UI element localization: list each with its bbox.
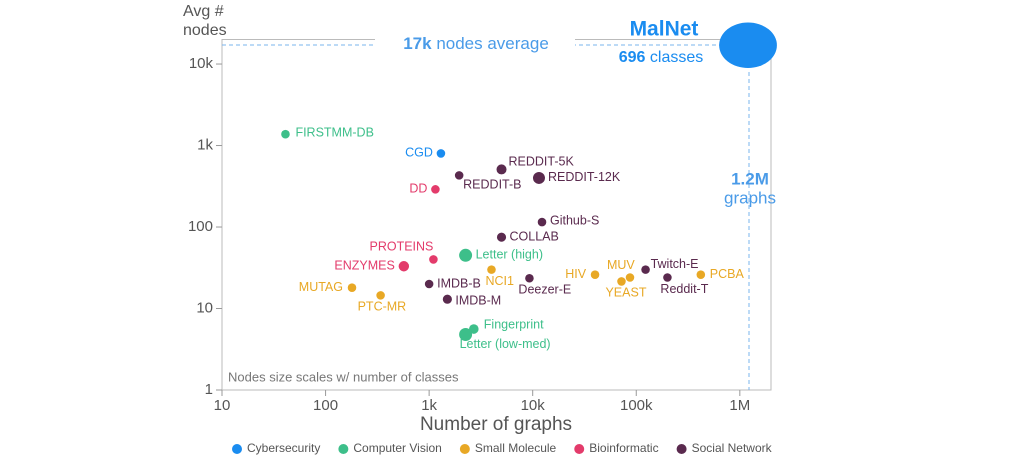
avg-value: 17k (403, 34, 432, 53)
legend-label: Computer Vision (353, 441, 442, 455)
y-axis-label: nodes (183, 22, 227, 39)
avg-unit: nodes average (436, 34, 548, 53)
point-label: REDDIT-12K (548, 170, 621, 184)
legend-marker (676, 444, 687, 454)
point-label: CGD (405, 146, 433, 160)
data-point (347, 283, 357, 292)
data-point (663, 273, 672, 282)
data-point (398, 261, 410, 272)
malnet-classes: 696 classes (619, 49, 704, 66)
graphs-unit: graphs (724, 188, 776, 207)
point-label: Fingerprint (484, 317, 544, 331)
point-label: FIRSTMM-DB (295, 125, 373, 139)
legend-marker (232, 444, 242, 454)
point-label: Letter (high) (476, 248, 543, 262)
data-point (590, 270, 600, 279)
data-point (617, 277, 626, 286)
point-label: DD (409, 182, 427, 196)
point-label: REDDIT-B (463, 178, 521, 192)
x-tick-label: 10k (521, 397, 546, 414)
legend-label: Social Network (692, 441, 773, 455)
classes-value: 696 (619, 49, 646, 66)
data-point (525, 273, 534, 283)
point-label: COLLAB (510, 229, 559, 243)
size-note: Nodes size scales w/ number of classes (228, 369, 459, 384)
x-tick-label: 10 (214, 397, 231, 414)
y-tick-label: 10 (196, 299, 213, 316)
point-label: PROTEINS (370, 240, 434, 254)
data-point (537, 217, 547, 227)
data-point (454, 171, 464, 180)
data-point (625, 273, 635, 282)
data-point (436, 149, 446, 158)
data-point (487, 265, 496, 274)
legend: Cybersecurity Computer Vision Small Molecu… (232, 441, 773, 455)
y-tick-label: 1k (197, 136, 213, 153)
point-label: YEAST (605, 286, 646, 300)
point-label: MUV (607, 258, 635, 272)
legend-marker (459, 444, 470, 454)
y-axis-label: Avg # (183, 3, 224, 20)
x-axis-label: Number of graphs (420, 414, 572, 435)
data-point (532, 171, 545, 184)
x-tick-label: 100 (313, 397, 338, 414)
point-label: Github-S (550, 213, 599, 227)
point-label: Letter (low-med) (460, 337, 551, 351)
data-point (459, 248, 473, 262)
point-label: PCBA (710, 267, 745, 281)
data-point (281, 129, 290, 139)
points: CGD FIRSTMM-DB Letter (high) Fingerprint Let… (281, 22, 777, 351)
x-tick-label: 1k (421, 397, 437, 414)
point-label: IMDB-M (455, 294, 501, 308)
classes-unit: classes (650, 49, 703, 66)
legend-label: Cybersecurity (247, 441, 320, 455)
point-label: Reddit-T (660, 282, 708, 296)
data-point (424, 279, 434, 289)
data-point (442, 294, 452, 304)
malnet-title: MalNet (630, 18, 699, 41)
point-label: MUTAG (299, 280, 343, 294)
avg-annotation: 17k nodes average (403, 34, 549, 53)
point-label: Twitch-E (651, 257, 699, 271)
point-label: REDDIT-5K (509, 155, 575, 169)
data-point (641, 265, 650, 274)
y-tick-label: 1 (205, 381, 213, 398)
point-label: Deezer-E (518, 283, 571, 297)
data-point (431, 185, 440, 194)
data-point (496, 164, 507, 175)
x-tick-label: 100k (620, 397, 653, 414)
data-point (496, 232, 507, 242)
point-label: NCI1 (485, 274, 514, 288)
y-tick-label: 100 (188, 218, 213, 235)
legend-label: Bioinformatic (589, 441, 658, 455)
point-label: ENZYMES (334, 259, 394, 273)
data-point (719, 22, 777, 68)
legend-marker (574, 444, 585, 454)
graphs-value: 1.2M (731, 169, 769, 188)
legend-marker (338, 444, 349, 454)
legend-label: Small Molecule (475, 441, 557, 455)
point-label: IMDB-B (437, 276, 481, 290)
point-label: HIV (565, 267, 587, 281)
x-tick-label: 1M (729, 397, 750, 414)
data-point (696, 270, 706, 279)
data-point (429, 255, 438, 264)
annotation-bg (375, 34, 575, 56)
data-point (469, 324, 479, 334)
data-point (376, 291, 385, 300)
y-tick-label: 10k (189, 55, 214, 72)
data-point (459, 327, 473, 341)
point-label: PTC-MR (358, 300, 407, 314)
